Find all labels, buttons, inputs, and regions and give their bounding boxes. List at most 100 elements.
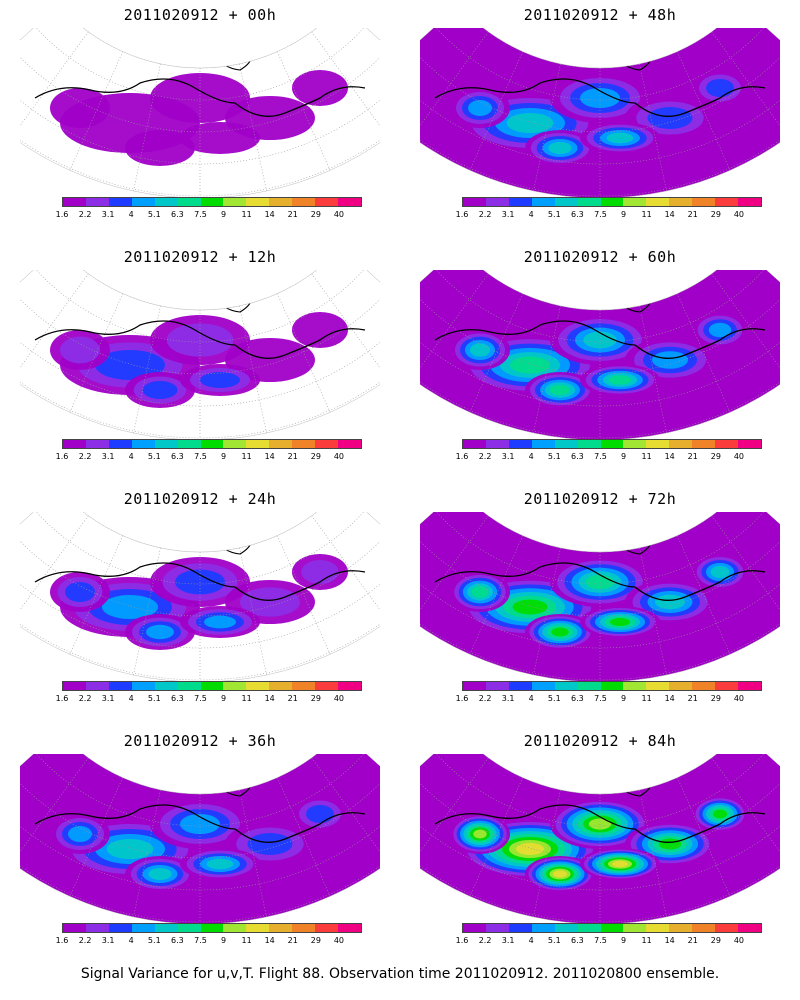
colorbar-tick-label: 21 [287,936,298,945]
colorbar-labels: 1.6 2.2 3.1 4 5.1 6.3 7.5 9 11 14 21 29 40 [56,694,362,704]
colorbar-swatch [623,682,647,690]
colorbar-tick-label: 9 [620,694,627,703]
colorbar-swatch [600,440,624,448]
colorbar-swatch [692,924,716,932]
map-panel: 2011020912 + 60h 1.6 2.2 3.1 4 5.1 6.3 7.5 9 11 14… [400,242,800,485]
colorbar-swatch [246,440,270,448]
colorbar-swatch [669,682,693,690]
colorbar-tick-label: 21 [687,936,698,945]
colorbar-swatch [646,682,670,690]
colorbar-swatch [463,440,486,448]
colorbar-swatch [292,198,316,206]
colorbar-labels: 1.6 2.2 3.1 4 5.1 6.3 7.5 9 11 14 21 29 40 [456,936,762,946]
colorbar-labels: 1.6 2.2 3.1 4 5.1 6.3 7.5 9 11 14 21 29 40 [56,936,362,946]
colorbar-swatch [577,682,601,690]
panel-title: 2011020912 + 48h [523,6,677,24]
colorbar-swatch [131,924,155,932]
colorbar-swatch [131,198,155,206]
colorbar-swatch [738,198,761,206]
colorbar-swatch [463,924,486,932]
colorbar-tick-label: 1.6 [55,936,69,945]
colorbar-swatch [554,440,578,448]
colorbar-swatch [715,924,739,932]
colorbar-tick-label: 3.1 [501,936,515,945]
colorbar-tick-label: 11 [241,936,252,945]
colorbar-tick-label: 5.1 [547,694,561,703]
colorbar-tick-label: 1.6 [455,694,469,703]
polar-map [20,512,380,682]
colorbar-tick-label: 9 [620,452,627,461]
colorbar-swatch [315,924,339,932]
colorbar-tick-label: 14 [664,694,675,703]
colorbar-tick-label: 40 [333,452,345,461]
colorbar-tick-label: 40 [733,452,745,461]
colorbar-tick-label: 14 [264,210,275,219]
polar-map [20,28,380,198]
colorbar-tick-label: 40 [333,936,345,945]
colorbar-swatch [669,198,693,206]
colorbar-tick-label: 40 [333,210,345,219]
colorbar-tick-label: 11 [641,210,652,219]
colorbar-tick-label: 6.3 [571,936,584,945]
colorbar-swatch [600,682,624,690]
polar-map [420,512,780,682]
colorbar-tick-label: 11 [641,452,652,461]
colorbar-tick-label: 2.2 [78,452,92,461]
colorbar-swatch [485,198,509,206]
colorbar-swatch [485,440,509,448]
colorbar-tick-label: 14 [264,936,275,945]
colorbar-tick-label: 29 [310,936,321,945]
colorbar-swatch [269,924,293,932]
colorbar-tick-label: 21 [687,210,698,219]
map-panel: 2011020912 + 84h 1.6 2.2 3.1 4 5.1 6.3 7.5 9 11 14… [400,726,800,969]
colorbar-swatch [715,440,739,448]
colorbar-swatch [577,198,601,206]
colorbar-tick-label: 21 [287,452,298,461]
colorbar-tick-label: 3.1 [501,210,515,219]
colorbar-swatch [63,198,86,206]
colorbar-swatch [554,924,578,932]
map-panel: 2011020912 + 48h 1.6 2.2 3.1 4 5.1 6.3 7.5 9 11 14… [400,0,800,243]
colorbar-tick-label: 14 [664,936,675,945]
colorbar-tick-label: 14 [264,452,275,461]
colorbar-swatch [508,924,532,932]
map-panel: 2011020912 + 24h 1.6 2.2 3.1 4 5.1 6.3 7.5 9 11 14… [0,484,400,727]
colorbar-tick-label: 21 [287,210,298,219]
colorbar-tick-label: 2.2 [78,936,92,945]
colorbar-swatch [177,440,201,448]
colorbar-swatch [692,682,716,690]
colorbar-swatch [154,682,178,690]
colorbar [62,197,362,207]
colorbar-tick-label: 40 [333,694,345,703]
colorbar-tick-label: 11 [641,694,652,703]
map-panel: 2011020912 + 72h 1.6 2.2 3.1 4 5.1 6.3 7.5 9 11 14… [400,484,800,727]
colorbar-tick-label: 9 [220,694,227,703]
colorbar-swatch [315,682,339,690]
colorbar-swatch [246,198,270,206]
colorbar [462,197,762,207]
colorbar-tick-label: 7.5 [594,694,607,703]
colorbar-swatch [108,198,132,206]
colorbar-tick-label: 40 [733,936,745,945]
colorbar-tick-label: 29 [710,452,721,461]
colorbar-swatch [531,440,555,448]
colorbar-tick-label: 6.3 [571,210,584,219]
colorbar-tick-label: 2.2 [78,210,92,219]
colorbar-tick-label: 3.1 [101,694,115,703]
colorbar-tick-label: 3.1 [501,694,515,703]
colorbar-tick-label: 5.1 [147,694,161,703]
colorbar-tick-label: 6.3 [571,452,584,461]
colorbar-tick-label: 6.3 [171,452,184,461]
colorbar-tick-label: 2.2 [478,936,492,945]
colorbar-swatch [246,682,270,690]
colorbar-tick-label: 40 [733,210,745,219]
colorbar-tick-label: 9 [620,210,627,219]
colorbar-swatch [269,198,293,206]
colorbar-tick-label: 5.1 [547,210,561,219]
colorbar-swatch [131,682,155,690]
colorbar-tick-label: 1.6 [455,452,469,461]
colorbar-tick-label: 2.2 [78,694,92,703]
colorbar-tick-label: 5.1 [147,210,161,219]
colorbar-tick-label: 5.1 [147,936,161,945]
colorbar-swatch [646,198,670,206]
